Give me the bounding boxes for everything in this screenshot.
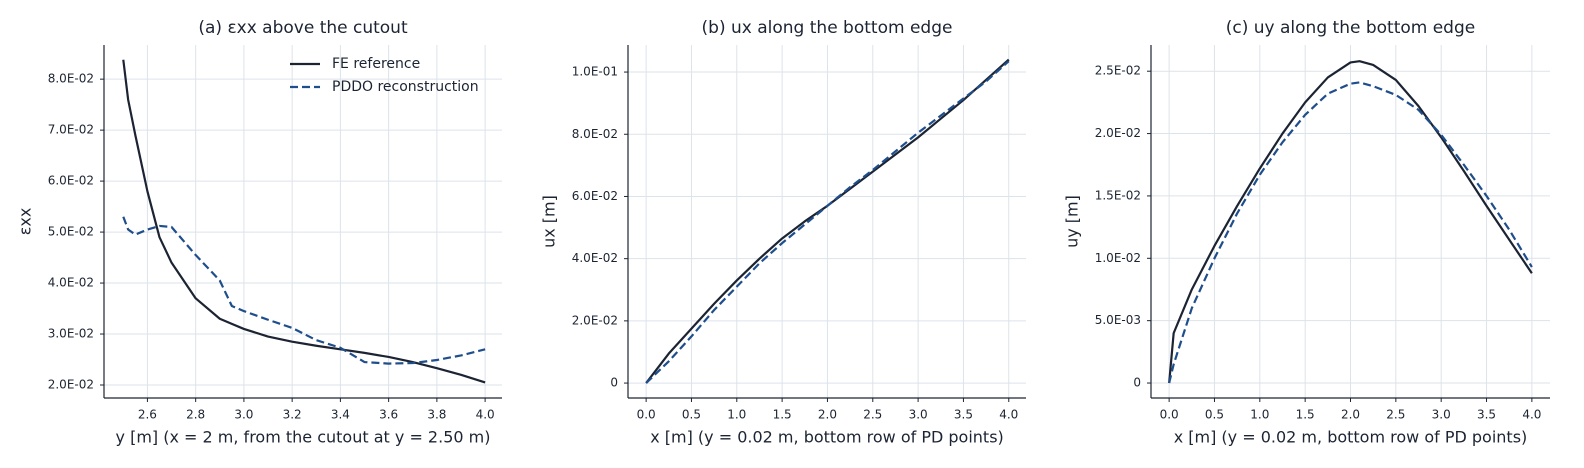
x-tick-label: 2.6 <box>138 408 157 422</box>
y-tick-label: 5.0E-03 <box>1095 313 1141 327</box>
y-tick-label: 2.5E-02 <box>1095 64 1141 78</box>
x-tick-label: 3.0 <box>234 408 253 422</box>
x-axis-label: x [m] (y = 0.02 m, bottom row of PD poin… <box>650 428 1004 447</box>
x-axis-label: y [m] (x = 2 m, from the cutout at y = 2… <box>116 428 491 447</box>
legend-label: FE reference <box>332 56 420 72</box>
series-line <box>1168 60 1533 384</box>
series-line <box>645 60 1010 384</box>
x-tick-label: 0.5 <box>1205 408 1224 422</box>
y-tick-label: 5.0E-02 <box>48 225 94 239</box>
y-tick-label: 2.0E-02 <box>572 313 618 327</box>
y-tick-label: 8.0E-02 <box>48 72 94 86</box>
x-tick-label: 4.0 <box>476 408 495 422</box>
x-tick-label: 2.5 <box>1386 408 1405 422</box>
y-axis-label: εxx <box>16 208 35 236</box>
x-tick-label: 3.0 <box>1432 408 1451 422</box>
y-tick-label: 1.5E-02 <box>1095 188 1141 202</box>
series-line <box>122 59 486 384</box>
x-tick-label: 3.8 <box>427 408 446 422</box>
x-tick-label: 1.5 <box>773 408 792 422</box>
x-tick-label: 1.0 <box>727 408 746 422</box>
x-tick-label: 3.0 <box>909 408 928 422</box>
y-tick-label: 4.0E-02 <box>48 276 94 290</box>
y-tick-label: 1.0E-01 <box>572 65 618 79</box>
series-line <box>122 216 486 365</box>
legend-label: PDDO reconstruction <box>332 79 479 95</box>
y-tick-label: 6.0E-02 <box>48 174 94 188</box>
y-tick-label: 7.0E-02 <box>48 123 94 137</box>
x-tick-label: 0.0 <box>1160 408 1179 422</box>
y-tick-label: 2.0E-02 <box>1095 126 1141 140</box>
x-tick-label: 3.6 <box>379 408 398 422</box>
y-tick-label: 6.0E-02 <box>572 189 618 203</box>
x-axis-label: x [m] (y = 0.02 m, bottom row of PD poin… <box>1174 428 1528 447</box>
y-tick-label: 0 <box>610 376 618 390</box>
y-tick-label: 4.0E-02 <box>572 251 618 265</box>
y-tick-label: 1.0E-02 <box>1095 251 1141 265</box>
x-tick-label: 1.0 <box>1250 408 1269 422</box>
y-axis-label: ux [m] <box>540 195 559 248</box>
x-tick-label: 0.0 <box>637 408 656 422</box>
x-tick-label: 2.0 <box>1341 408 1360 422</box>
x-tick-label: 2.8 <box>186 408 205 422</box>
y-tick-label: 8.0E-02 <box>572 127 618 141</box>
x-tick-label: 4.0 <box>1522 408 1541 422</box>
chart-title: (a) εxx above the cutout <box>198 18 408 38</box>
x-tick-label: 2.5 <box>863 408 882 422</box>
x-tick-label: 3.4 <box>331 408 350 422</box>
y-tick-label: 0 <box>1133 376 1141 390</box>
x-tick-label: 3.2 <box>283 408 302 422</box>
chart-title: (b) ux along the bottom edge <box>702 18 953 38</box>
y-tick-label: 2.0E-02 <box>48 378 94 392</box>
y-axis-label: uy [m] <box>1063 195 1082 248</box>
y-tick-label: 3.0E-02 <box>48 327 94 341</box>
series-line <box>1168 81 1533 384</box>
x-tick-label: 3.5 <box>954 408 973 422</box>
x-tick-label: 1.5 <box>1296 408 1315 422</box>
x-tick-label: 4.0 <box>999 408 1018 422</box>
x-tick-label: 0.5 <box>682 408 701 422</box>
x-tick-label: 3.5 <box>1477 408 1496 422</box>
chart-title: (c) uy along the bottom edge <box>1226 18 1475 38</box>
x-tick-label: 2.0 <box>818 408 837 422</box>
